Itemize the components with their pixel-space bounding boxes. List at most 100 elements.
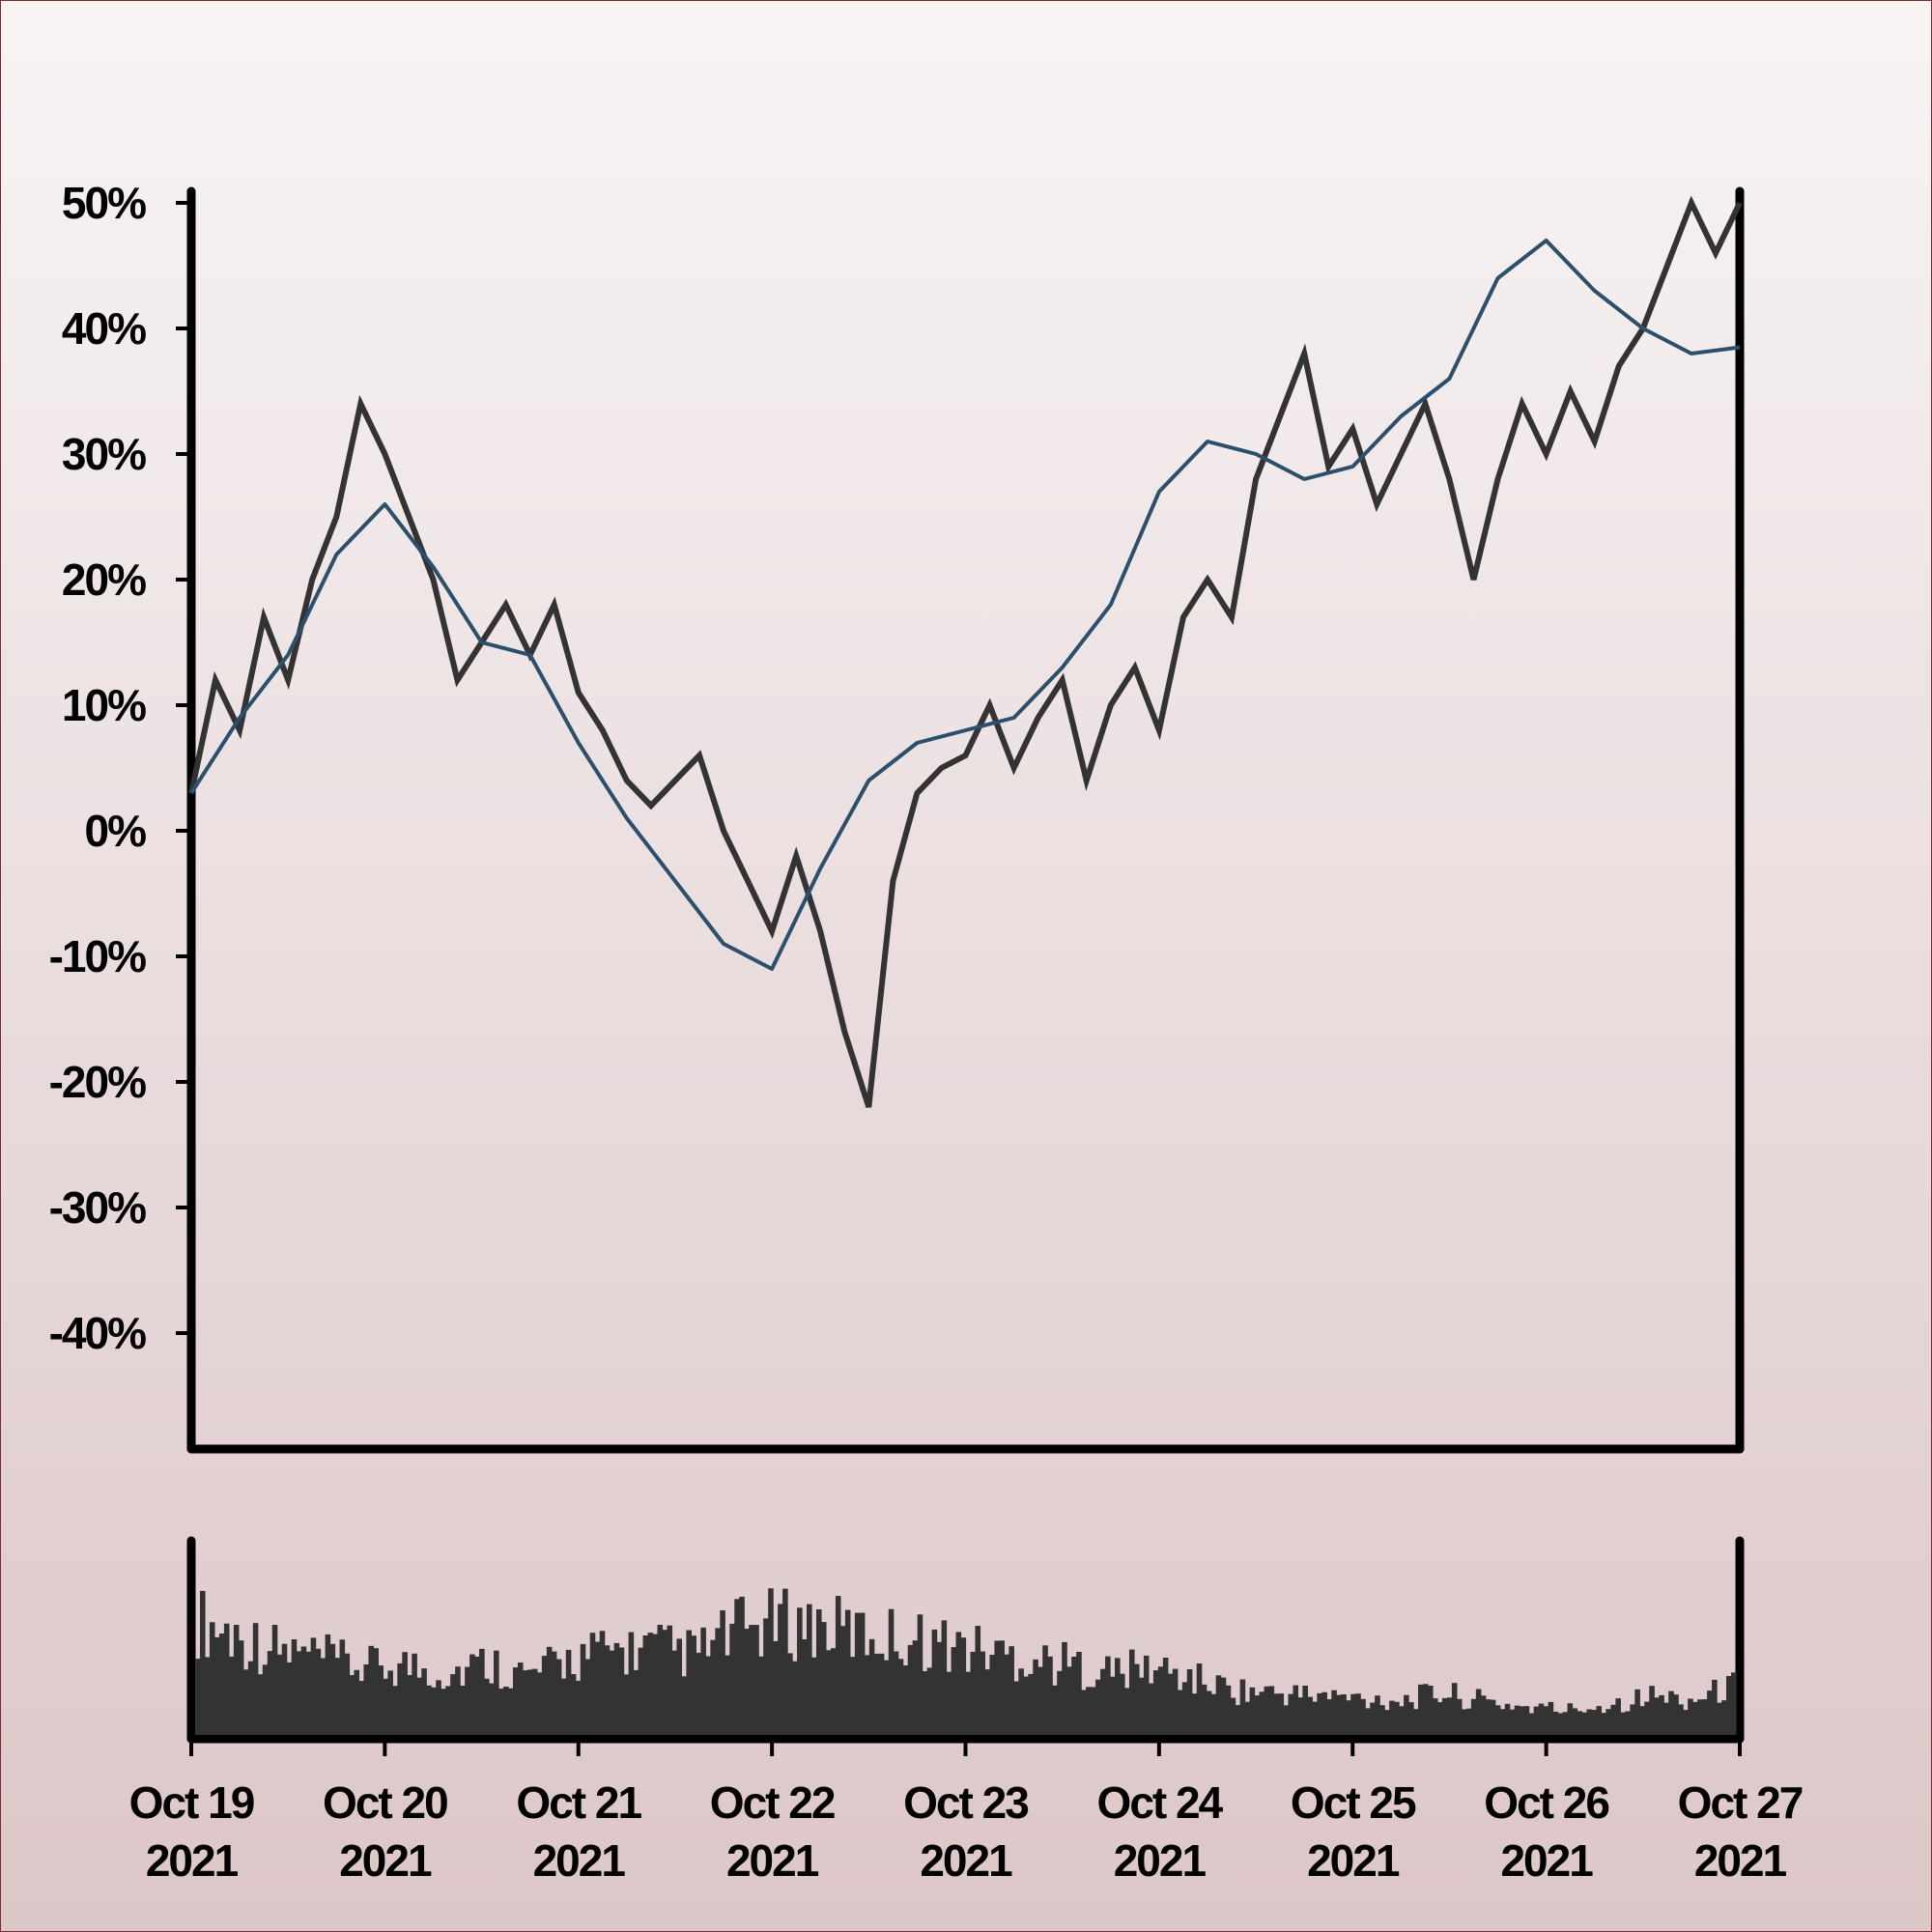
volume-bar <box>1100 1668 1106 1735</box>
volume-bar <box>541 1656 548 1735</box>
volume-bar <box>450 1674 456 1735</box>
volume-bar <box>1721 1700 1727 1735</box>
volume-bar <box>358 1681 365 1735</box>
volume-bar <box>565 1649 572 1735</box>
volume-bar <box>1076 1652 1082 1735</box>
volume-bar <box>1278 1693 1285 1735</box>
volume-bar <box>1172 1668 1179 1735</box>
volume-bar <box>873 1653 880 1735</box>
volume-bar <box>489 1683 495 1735</box>
volume-bar <box>710 1639 716 1735</box>
volume-bar <box>1688 1698 1693 1735</box>
volume-bar <box>536 1672 543 1735</box>
volume-bar <box>1375 1695 1380 1735</box>
volume-bar <box>1731 1672 1737 1735</box>
volume-bar <box>1018 1668 1024 1735</box>
volume-bar <box>1504 1703 1511 1735</box>
volume-bar <box>951 1647 957 1735</box>
volume-bar <box>1239 1679 1246 1735</box>
volume-bar <box>868 1638 875 1735</box>
volume-bar <box>797 1607 803 1735</box>
volume-bar <box>1057 1670 1063 1735</box>
volume-bar <box>1307 1696 1313 1735</box>
volume-bar <box>1350 1693 1356 1735</box>
volume-bar <box>633 1669 639 1735</box>
x-tick-label-year: 2021 <box>533 1835 626 1886</box>
volume-bar <box>296 1651 302 1735</box>
volume-bar <box>980 1651 986 1735</box>
volume-bar <box>238 1640 244 1735</box>
volume-bar <box>445 1686 451 1735</box>
volume-bar <box>1591 1710 1598 1735</box>
volume-bar <box>1326 1699 1332 1735</box>
volume-bar <box>1071 1657 1077 1735</box>
volume-bar <box>1712 1679 1718 1735</box>
volume-bar <box>825 1650 832 1735</box>
volume-bar <box>662 1630 668 1735</box>
volume-bar <box>1143 1655 1150 1735</box>
volume-bar <box>407 1675 412 1735</box>
volume-bar <box>652 1634 659 1735</box>
volume-bar <box>1697 1699 1703 1735</box>
volume-bar <box>1596 1706 1603 1735</box>
volume-bar <box>1365 1708 1371 1735</box>
volume-bar <box>931 1629 938 1735</box>
volume-bar <box>465 1666 470 1735</box>
volume-bar <box>1490 1699 1496 1735</box>
volume-bar <box>1461 1709 1467 1735</box>
volume-bar <box>878 1653 885 1735</box>
volume-bar <box>1162 1658 1169 1735</box>
volume-bar <box>1394 1701 1400 1735</box>
volume-bar <box>344 1653 351 1735</box>
volume-bar <box>1186 1669 1193 1735</box>
volume-bar <box>397 1662 403 1735</box>
volume-bar <box>1528 1713 1535 1735</box>
x-tick-label-year: 2021 <box>146 1835 239 1886</box>
volume-bar <box>807 1604 812 1735</box>
x-tick-label-year: 2021 <box>339 1835 432 1886</box>
volume-bar <box>955 1632 962 1735</box>
volume-bar <box>1644 1701 1650 1735</box>
volume-bar <box>1244 1701 1251 1735</box>
volume-bar <box>792 1661 798 1735</box>
y-tick-label: 30% <box>62 429 146 479</box>
volume-bar <box>1625 1711 1631 1735</box>
volume-bar <box>989 1655 995 1735</box>
volume-bar <box>1004 1654 1009 1735</box>
volume-bar <box>1707 1690 1713 1735</box>
x-tick-label-date: Oct 24 <box>1097 1777 1224 1828</box>
volume-bar <box>1423 1684 1429 1735</box>
moving-average-line <box>189 239 1741 971</box>
volume-bar <box>494 1650 499 1735</box>
volume-bar <box>1389 1700 1395 1735</box>
volume-bar <box>1346 1700 1351 1735</box>
volume-bar <box>1013 1681 1019 1735</box>
volume-bar <box>570 1674 577 1735</box>
volume-bar <box>1047 1656 1053 1735</box>
volume-bar <box>768 1588 774 1735</box>
volume-bar <box>1249 1687 1256 1735</box>
volume-bar <box>1586 1709 1593 1735</box>
volume-bar <box>1268 1686 1275 1735</box>
volume-bar <box>1418 1684 1424 1735</box>
volume-bar <box>1191 1693 1198 1735</box>
volume-bar <box>1133 1663 1140 1735</box>
volume-bar <box>839 1626 846 1735</box>
volume-bar <box>1220 1677 1227 1735</box>
price-line <box>188 195 1743 1108</box>
volume-bar <box>1297 1697 1303 1735</box>
volume-bar <box>1562 1712 1569 1735</box>
volume-bar <box>936 1641 943 1735</box>
volume-bar <box>811 1657 817 1735</box>
volume-bar <box>517 1662 524 1735</box>
volume-bar <box>242 1669 249 1735</box>
volume-bar <box>339 1639 346 1735</box>
x-tick-label-date: Oct 27 <box>1678 1777 1803 1828</box>
volume-bar <box>1552 1711 1559 1735</box>
volume-bar <box>1678 1704 1684 1735</box>
volume-bar <box>1336 1694 1342 1735</box>
volume-bar <box>917 1614 923 1735</box>
volume-bar <box>218 1634 225 1735</box>
volume-bar <box>354 1669 360 1735</box>
volume-bar <box>604 1645 611 1735</box>
